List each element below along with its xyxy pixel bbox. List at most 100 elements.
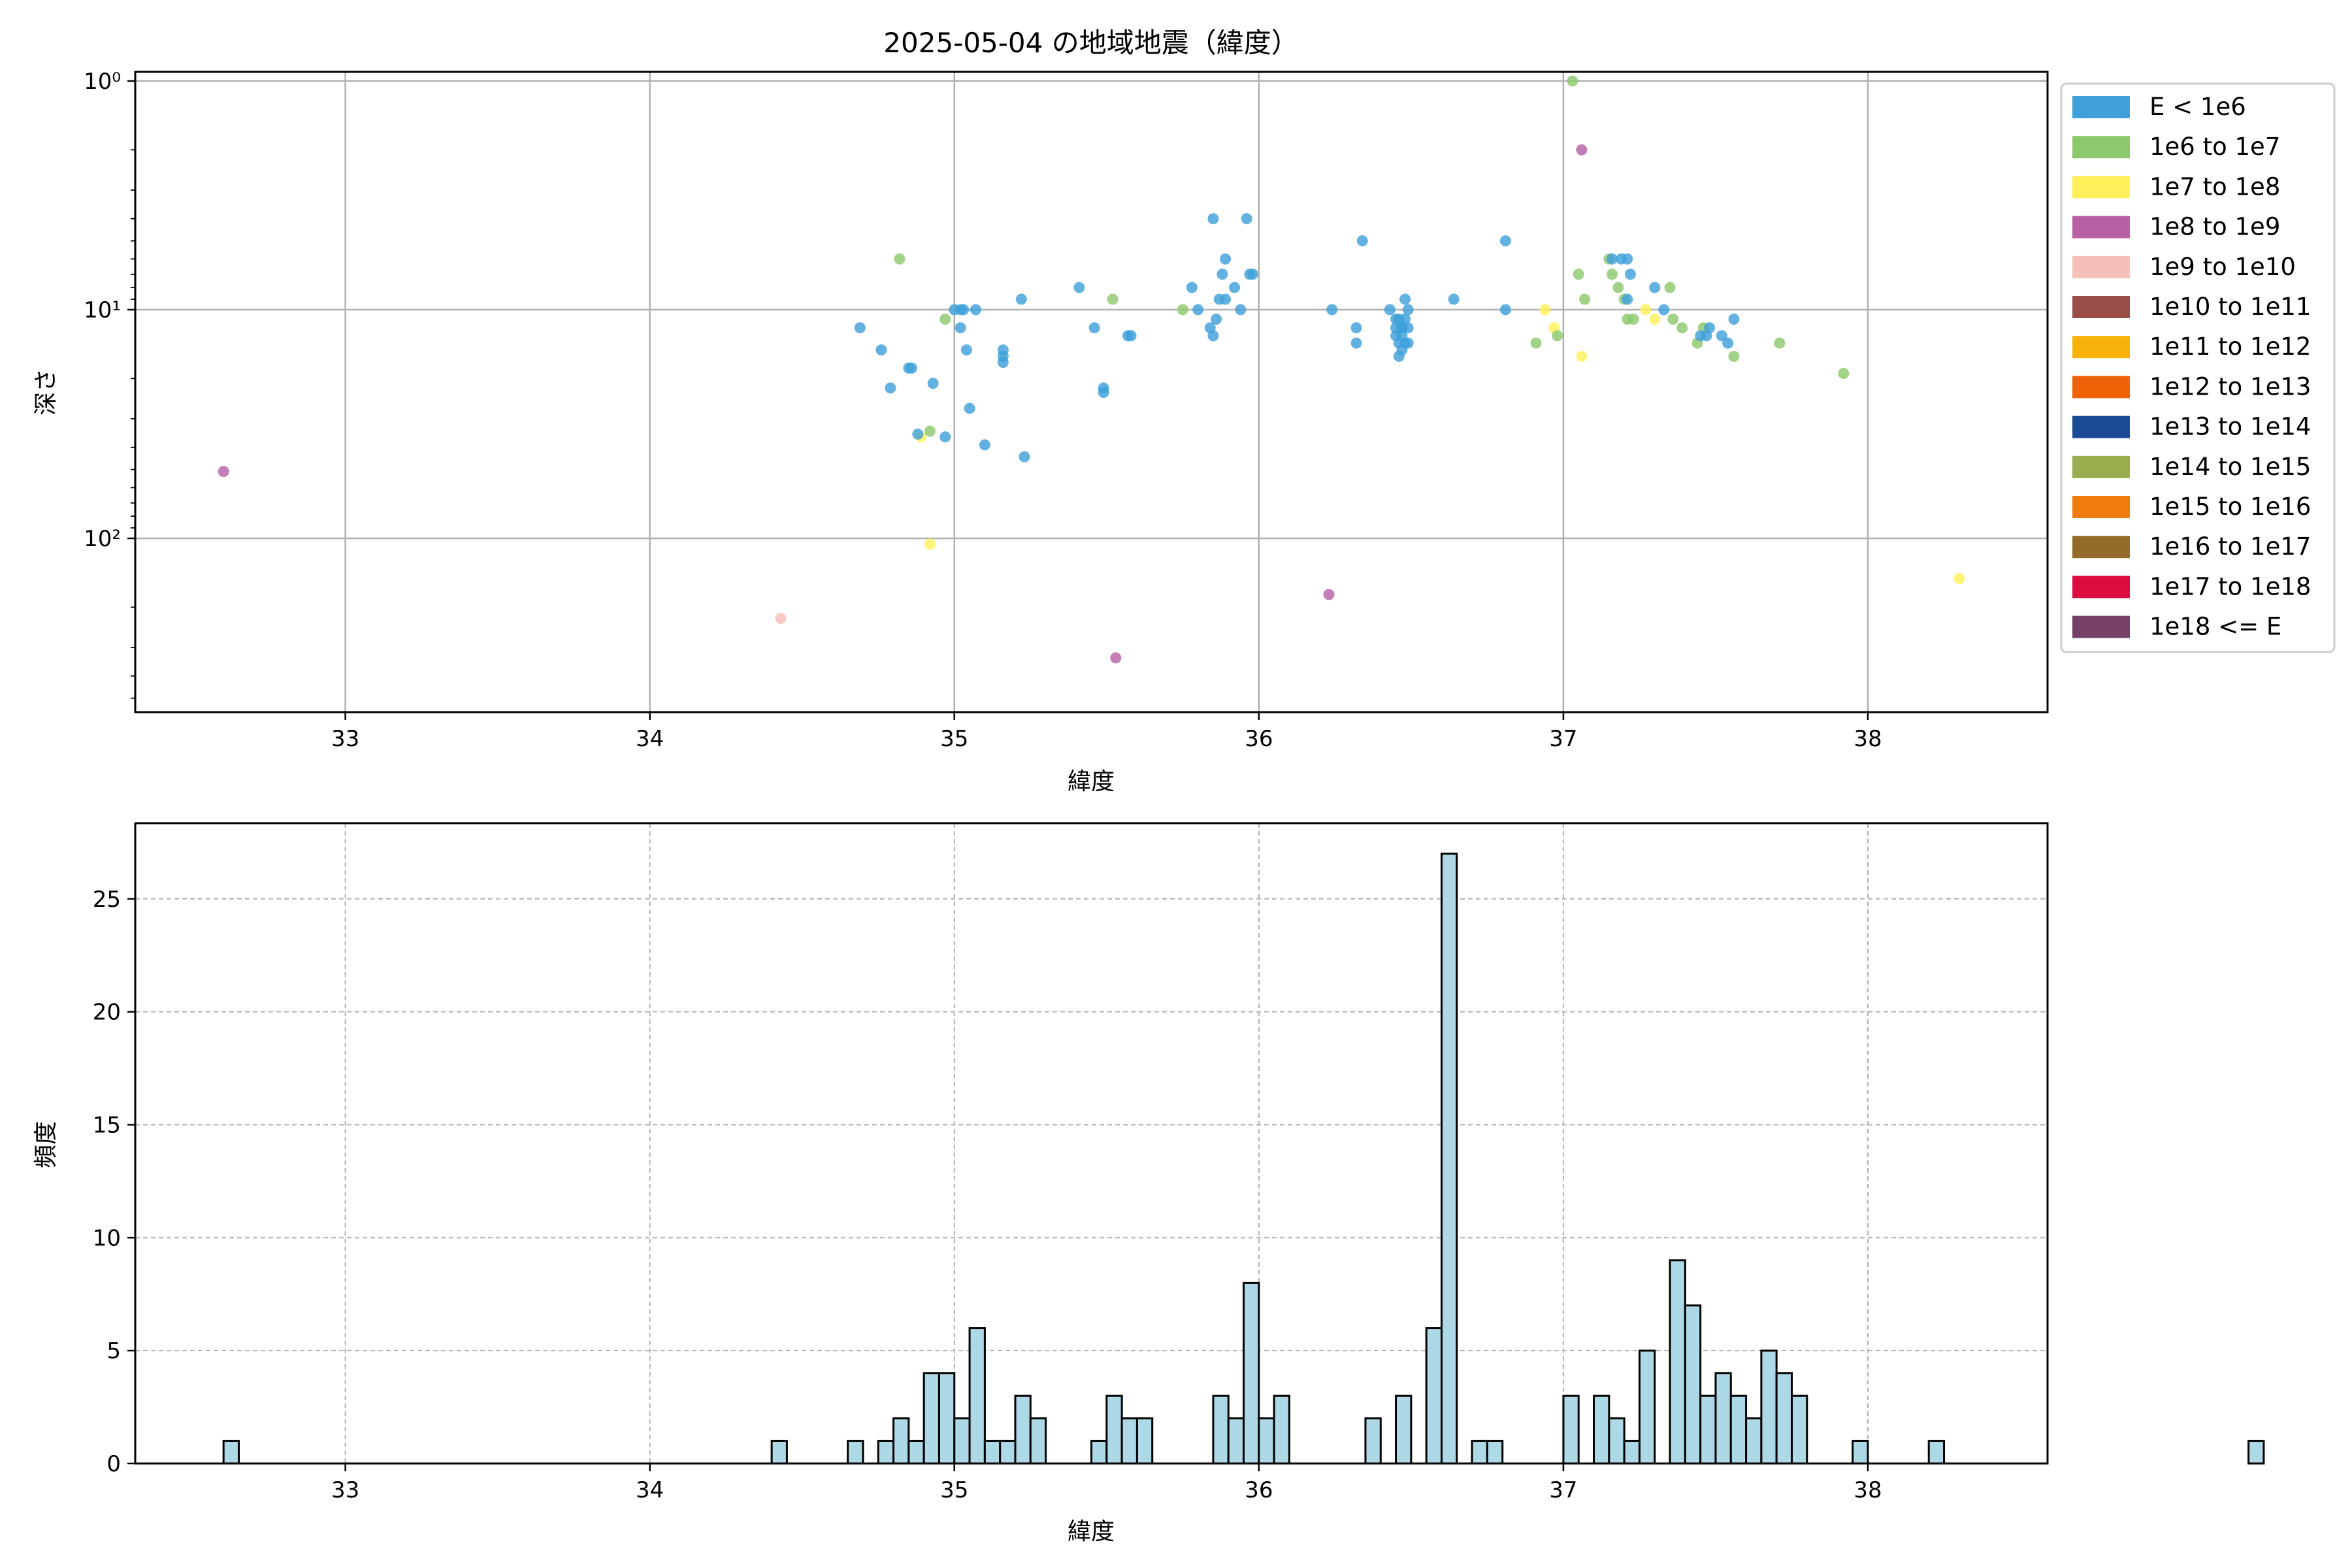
scatter-point-106 bbox=[1624, 269, 1636, 280]
scatter-point-72 bbox=[1220, 293, 1232, 305]
histogram-bar-49 bbox=[968, 1327, 986, 1465]
scatter-point-76 bbox=[1241, 213, 1252, 225]
scatter-point-59 bbox=[1088, 322, 1100, 334]
scatter-point-19 bbox=[1552, 330, 1563, 342]
scatter-x-tick-label-38: 38 bbox=[1854, 726, 1882, 752]
scatter-point-58 bbox=[1073, 282, 1085, 293]
scatter-point-63 bbox=[1125, 330, 1137, 342]
legend-label-5: 1e10 to 1e11 bbox=[2149, 293, 2311, 321]
legend-swatch-10 bbox=[2072, 496, 2130, 518]
scatter-point-79 bbox=[1326, 304, 1338, 316]
histogram-y-label: 頻度 bbox=[33, 1121, 59, 1168]
scatter-point-97 bbox=[1402, 304, 1414, 316]
legend-label-7: 1e12 to 1e13 bbox=[2149, 372, 2311, 400]
scatter-point-114 bbox=[1722, 337, 1734, 349]
histogram-bar-90 bbox=[1593, 1394, 1610, 1465]
scatter-point-65 bbox=[1192, 304, 1204, 316]
scatter-point-8 bbox=[1539, 304, 1551, 316]
scatter-point-98 bbox=[1402, 322, 1414, 334]
legend-label-8: 1e13 to 1e14 bbox=[2149, 413, 2311, 441]
scatter-point-113 bbox=[1716, 330, 1727, 342]
legend-label-0: E < 1e6 bbox=[2149, 93, 2246, 121]
scatter-point-20 bbox=[1567, 75, 1578, 87]
scatter-x-label: 緯度 bbox=[1068, 768, 1115, 795]
scatter-point-109 bbox=[1658, 304, 1670, 316]
histogram-bar-80 bbox=[1440, 853, 1458, 1465]
histogram-bar-43 bbox=[877, 1439, 895, 1465]
scatter-point-24 bbox=[1607, 269, 1618, 280]
scatter-point-94 bbox=[1399, 313, 1411, 325]
histogram-bar-68 bbox=[1258, 1417, 1275, 1465]
histogram-bar-53 bbox=[1029, 1417, 1047, 1465]
scatter-point-22 bbox=[1579, 293, 1591, 305]
legend-items: E < 1e6 1e6 to 1e7 1e7 to 1e8 1e8 to 1e9 1e9… bbox=[2072, 93, 2311, 641]
scatter-plot-area bbox=[135, 72, 2048, 712]
scatter-point-74 bbox=[1229, 282, 1241, 293]
scatter-point-37 bbox=[854, 322, 866, 334]
scatter-points bbox=[218, 75, 1965, 664]
scatter-point-30 bbox=[1667, 313, 1679, 325]
scatter-point-52 bbox=[979, 439, 990, 451]
scatter-y-tick-label-10: 10¹ bbox=[84, 297, 121, 323]
scatter-point-68 bbox=[1207, 213, 1219, 225]
scatter-point-102 bbox=[1499, 304, 1511, 316]
legend-label-13: 1e18 <= E bbox=[2149, 613, 2281, 641]
histogram-y-tick-label-25: 25 bbox=[93, 887, 121, 913]
histogram-y-ticks: 0 5 10 15 20 25 bbox=[93, 887, 135, 1477]
histogram-bar-77 bbox=[1395, 1394, 1413, 1465]
histogram-frame bbox=[134, 822, 2049, 1465]
scatter-point-50 bbox=[964, 402, 975, 414]
legend-swatch-5 bbox=[2072, 296, 2130, 318]
scatter-point-96 bbox=[1399, 293, 1411, 305]
legend-swatch-7 bbox=[2072, 376, 2130, 399]
histogram-bar-50 bbox=[983, 1439, 1002, 1465]
scatter-point-64 bbox=[1186, 282, 1198, 293]
scatter-point-105 bbox=[1622, 253, 1633, 265]
histogram-bar-52 bbox=[1014, 1394, 1032, 1465]
scatter-point-17 bbox=[1177, 304, 1188, 316]
histogram-bar-99 bbox=[1729, 1394, 1748, 1465]
scatter-point-107 bbox=[1622, 293, 1633, 305]
histogram-x-tick-label-35: 35 bbox=[940, 1477, 968, 1503]
scatter-point-31 bbox=[1676, 322, 1688, 334]
scatter-title: 2025-05-04 の地域地震（緯度） bbox=[883, 27, 1298, 59]
scatter-point-112 bbox=[1704, 322, 1716, 334]
scatter-point-43 bbox=[927, 378, 939, 389]
legend: E < 1e6 1e6 to 1e7 1e7 to 1e8 1e8 to 1e9 1e9… bbox=[2060, 82, 2336, 653]
legend-swatch-12 bbox=[2072, 576, 2130, 598]
histogram-bar-75 bbox=[1364, 1417, 1382, 1465]
histogram-x-tick-label-38: 38 bbox=[1854, 1477, 1882, 1503]
histogram-bar-103 bbox=[1790, 1394, 1808, 1465]
histogram-bar-48 bbox=[953, 1417, 971, 1465]
scatter-point-6 bbox=[924, 538, 936, 550]
legend-swatch-8 bbox=[2072, 416, 2130, 438]
legend-label-2: 1e7 to 1e8 bbox=[2149, 172, 2280, 201]
histogram-y-tick-label-20: 20 bbox=[93, 1000, 121, 1026]
scatter-point-103 bbox=[1607, 253, 1618, 265]
histogram-x-ticks: 33 34 35 36 37 38 bbox=[331, 1463, 1882, 1503]
histogram-y-tick-label-0: 0 bbox=[106, 1451, 121, 1477]
scatter-x-tick-label-36: 36 bbox=[1245, 726, 1273, 752]
histogram-bar-46 bbox=[923, 1372, 940, 1465]
histogram-bar-98 bbox=[1714, 1372, 1732, 1465]
histogram-bar-95 bbox=[1669, 1259, 1686, 1465]
scatter-point-56 bbox=[1015, 293, 1027, 305]
histogram-bar-133 bbox=[2247, 1439, 2265, 1465]
histogram-x-label: 緯度 bbox=[1068, 1518, 1115, 1545]
histogram-bar-79 bbox=[1425, 1327, 1443, 1465]
scatter-point-21 bbox=[1573, 269, 1584, 280]
scatter-point-11 bbox=[1640, 304, 1652, 316]
scatter-grid bbox=[135, 72, 2048, 712]
histogram-x-tick-label-36: 36 bbox=[1245, 1477, 1273, 1503]
scatter-point-67 bbox=[1207, 330, 1219, 342]
histogram-bar-41 bbox=[847, 1439, 864, 1465]
scatter-point-73 bbox=[1220, 253, 1232, 265]
scatter-point-49 bbox=[960, 344, 972, 356]
scatter-point-81 bbox=[1350, 337, 1362, 349]
legend-swatch-0 bbox=[2072, 96, 2130, 118]
histogram-bar-51 bbox=[999, 1439, 1017, 1465]
scatter-point-4 bbox=[1576, 144, 1588, 155]
scatter-y-tick-label-100: 10² bbox=[84, 526, 121, 552]
scatter-panel: 33 34 35 36 37 38 10⁰ 10¹ 10² 2025-05-04 の地域地震（… bbox=[33, 27, 2049, 795]
histogram-bar-59 bbox=[1120, 1417, 1138, 1465]
